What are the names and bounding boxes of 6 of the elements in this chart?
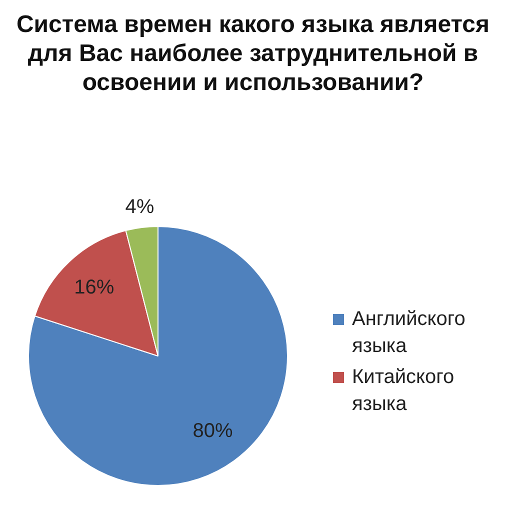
data-label: 4% (125, 196, 154, 218)
legend-label: Английского языка (352, 307, 466, 359)
legend-label: Китайского языка (352, 365, 456, 417)
data-label: 16% (74, 276, 114, 299)
data-label: 80% (192, 420, 234, 442)
chart-title: Система времен какого языка является для Вас наиболее затруднительной в освоении и использовании? (15, 10, 491, 97)
